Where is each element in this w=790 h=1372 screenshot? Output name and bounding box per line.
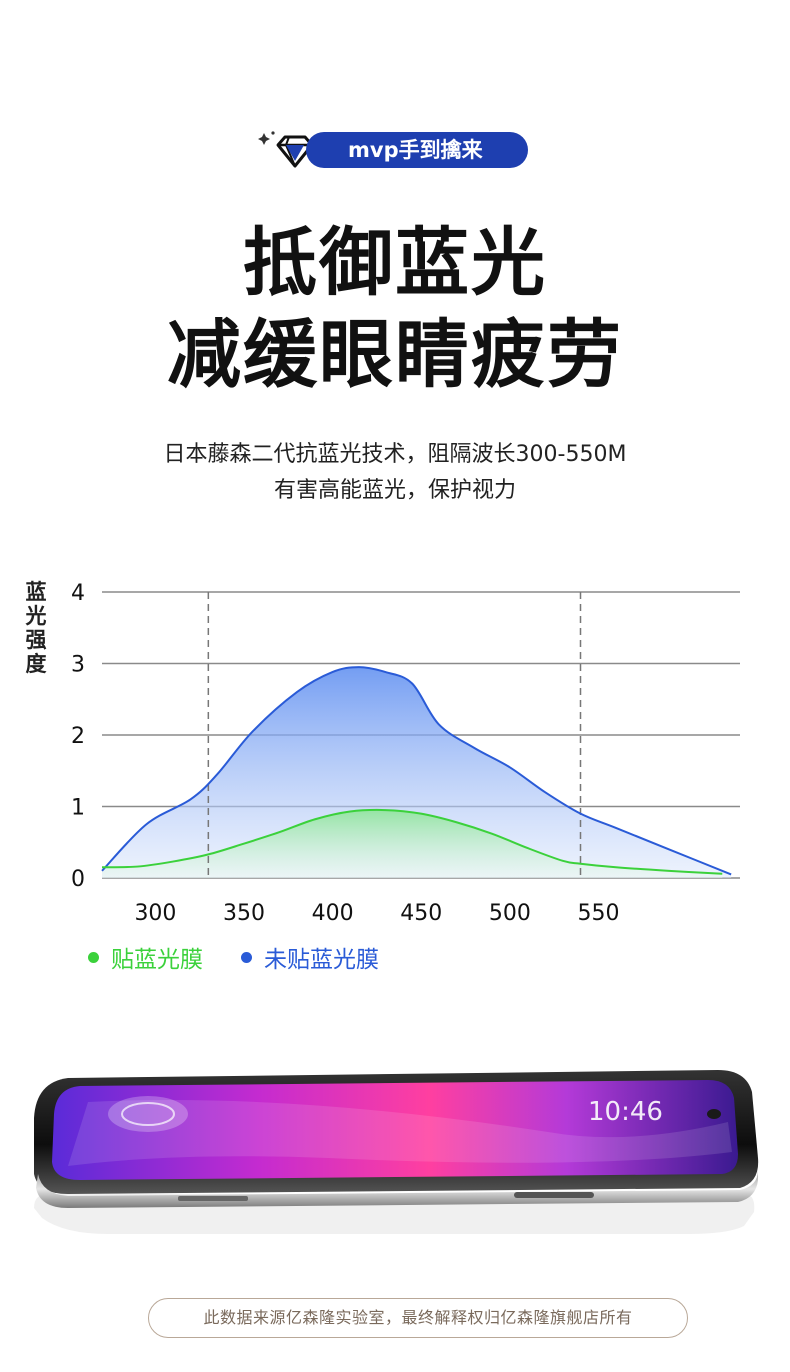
legend-label-with-film: 贴蓝光膜	[111, 947, 203, 973]
y-tick-label: 2	[71, 724, 85, 749]
brand-badge: mvp手到擒来	[256, 128, 528, 172]
phone-clock: 10:46	[588, 1097, 663, 1127]
badge-label: mvp手到擒来	[348, 138, 483, 162]
x-tick-label: 450	[400, 901, 442, 926]
series-area-1	[102, 809, 723, 878]
legend-item-without-film: 未贴蓝光膜	[241, 940, 379, 974]
legend-dot-blue	[241, 951, 252, 963]
smartphone-icon: 10:46	[34, 1070, 759, 1234]
y-tick-label: 4	[71, 581, 85, 606]
diamond-icon	[258, 131, 314, 168]
series-line-0	[101, 666, 732, 876]
blue-light-chart: 0 1 2 3 4 300 350 400 450 500 550 蓝光强度	[0, 560, 790, 990]
headline-line-1: 抵御蓝光	[243, 220, 547, 306]
legend-dot-green	[88, 951, 99, 963]
series-line-1	[101, 808, 723, 875]
legend-label-without-film: 未贴蓝光膜	[264, 947, 379, 973]
x-tick-label: 400	[312, 901, 354, 926]
y-tick-label: 1	[71, 796, 85, 821]
x-tick-label: 350	[223, 901, 265, 926]
x-tick-label: 500	[489, 901, 531, 926]
headline-line-2: 减缓眼睛疲劳	[167, 312, 623, 398]
data-source-note: 此数据来源亿森隆实验室，最终解释权归亿森隆旗舰店所有	[148, 1298, 688, 1338]
y-tick-label: 0	[71, 867, 85, 892]
badge-pill	[306, 132, 528, 168]
chart-legend: 贴蓝光膜 未贴蓝光膜	[88, 940, 379, 974]
y-axis-label: 蓝光强度	[25, 580, 47, 676]
y-tick-label: 3	[71, 653, 85, 678]
subtitle-line-1: 日本藤森二代抗蓝光技术，阻隔波长300-550M	[163, 442, 627, 467]
legend-item-with-film: 贴蓝光膜	[88, 940, 203, 974]
chart-canvas: 0 1 2 3 4 300 350 400 450 500 550	[71, 581, 740, 926]
x-tick-label: 300	[134, 901, 176, 926]
x-tick-label: 550	[578, 901, 620, 926]
subtitle-line-2: 有害高能蓝光，保护视力	[273, 478, 516, 503]
series-area-0	[102, 667, 732, 878]
